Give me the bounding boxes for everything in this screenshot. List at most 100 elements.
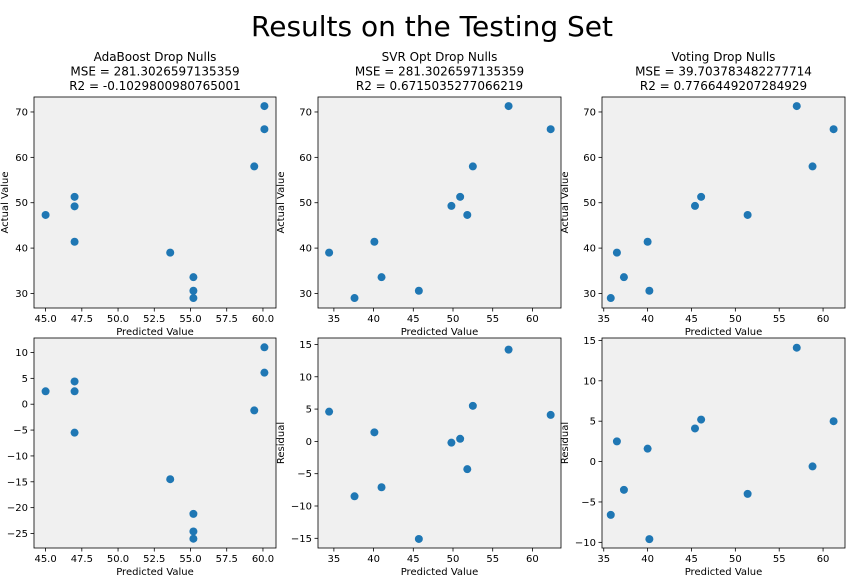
x-tick-label: 60: [526, 554, 539, 565]
x-tick-label: 45: [685, 554, 698, 565]
x-tick-label: 60.0: [252, 554, 274, 565]
y-tick-label: −15: [7, 477, 28, 488]
y-tick-label: 10: [583, 376, 596, 387]
data-point: [645, 535, 654, 544]
subplot-4: 45.0 47.5 50.0 52.5 55.0 57.5 60.0 −25 −20 −15 −10…: [7, 337, 277, 576]
data-point: [189, 294, 198, 303]
y-tick-label: −5: [13, 426, 28, 437]
x-tick-label: 35: [597, 314, 610, 325]
data-point: [643, 444, 652, 453]
data-point: [260, 368, 269, 377]
x-tick-label: 47.5: [71, 554, 93, 565]
plot-area: [601, 337, 846, 549]
data-point: [447, 438, 456, 447]
data-point: [414, 286, 423, 295]
y-tick-label: 40: [583, 244, 596, 255]
y-tick-label: 60: [583, 153, 596, 164]
x-tick-label: 40: [641, 314, 654, 325]
x-tick-label: 45: [407, 314, 420, 325]
x-axis-label: Predicted Value: [116, 327, 194, 338]
data-point: [619, 485, 628, 494]
y-axis-label: Actual Value: [276, 172, 287, 234]
x-tick-label: 52.5: [143, 314, 165, 325]
y-tick-label: 70: [15, 107, 28, 118]
y-tick-label: 40: [299, 244, 312, 255]
data-point: [70, 202, 79, 211]
subplot-5: 35 40 45 50 55 60 −15 −10 −5 0 5 10 15 Predicted Valu…: [276, 337, 562, 576]
data-point: [166, 475, 175, 484]
plot-area: [317, 96, 562, 309]
y-axis-label: Actual Value: [0, 172, 11, 234]
x-tick-label: 50: [447, 314, 460, 325]
subplot-6: 35 40 45 50 55 60 −10 −5 0 5 10 15 Predicted Value Re…: [560, 336, 846, 576]
x-tick-label: 60: [526, 314, 539, 325]
x-tick-label: 60: [817, 554, 830, 565]
x-tick-label: 55: [773, 314, 786, 325]
y-tick-label: 50: [583, 198, 596, 209]
x-tick-label: 50: [729, 314, 742, 325]
subplot-title-line: R2 = -0.1029800980765001: [69, 79, 241, 93]
plot-area: [33, 337, 277, 549]
y-tick-label: 10: [15, 348, 28, 359]
y-axis-label: Actual Value: [560, 172, 571, 234]
data-point: [70, 387, 79, 396]
data-point: [350, 492, 359, 501]
x-tick-label: 55: [486, 554, 499, 565]
data-point: [189, 527, 198, 536]
data-point: [606, 294, 615, 303]
data-point: [250, 406, 259, 415]
subplot-title-line: MSE = 39.703783482277714: [635, 65, 812, 79]
y-axis-label: Residual: [276, 422, 287, 464]
x-axis-label: Predicted Value: [401, 327, 479, 338]
y-tick-label: 50: [299, 198, 312, 209]
data-point: [468, 162, 477, 171]
data-point: [370, 428, 379, 437]
subplot-title-line: R2 = 0.6715035277066219: [356, 79, 523, 93]
data-point: [70, 192, 79, 201]
data-point: [260, 102, 269, 111]
y-tick-label: −10: [575, 538, 596, 549]
y-tick-label: −5: [297, 469, 312, 480]
data-point: [447, 201, 456, 210]
data-point: [808, 462, 817, 471]
y-tick-label: 30: [583, 289, 596, 300]
subplot-title-line: MSE = 281.3026597135359: [70, 65, 239, 79]
data-point: [414, 534, 423, 543]
x-tick-label: 35: [597, 554, 610, 565]
y-tick-label: −5: [581, 497, 596, 508]
figure-title: Results on the Testing Set: [251, 10, 613, 43]
data-point: [697, 415, 706, 424]
y-tick-label: 40: [15, 244, 28, 255]
data-point: [189, 286, 198, 295]
x-tick-label: 40: [367, 314, 380, 325]
subplot-title-line: MSE = 281.3026597135359: [355, 65, 524, 79]
x-tick-label: 45: [407, 554, 420, 565]
data-point: [463, 210, 472, 219]
y-tick-label: −10: [7, 451, 28, 462]
subplot-title-line: AdaBoost Drop Nulls: [94, 50, 217, 64]
x-tick-label: 60.0: [252, 314, 274, 325]
y-tick-label: 0: [306, 437, 312, 448]
data-point: [690, 424, 699, 433]
x-tick-label: 45: [685, 314, 698, 325]
data-point: [792, 343, 801, 352]
x-tick-label: 50: [447, 554, 460, 565]
plot-area: [317, 337, 562, 549]
data-point: [546, 125, 555, 134]
x-tick-label: 57.5: [216, 554, 238, 565]
data-point: [612, 248, 621, 257]
data-point: [325, 407, 334, 416]
x-tick-label: 35: [328, 314, 341, 325]
y-tick-label: 70: [299, 107, 312, 118]
y-tick-label: −25: [7, 529, 28, 540]
data-point: [504, 345, 513, 354]
data-point: [645, 286, 654, 295]
x-tick-label: 50: [729, 554, 742, 565]
data-point: [189, 534, 198, 543]
x-tick-label: 55.0: [179, 554, 201, 565]
data-point: [70, 377, 79, 386]
plot-area: [601, 96, 846, 309]
x-axis-label: Predicted Value: [685, 567, 763, 576]
data-point: [808, 162, 817, 171]
